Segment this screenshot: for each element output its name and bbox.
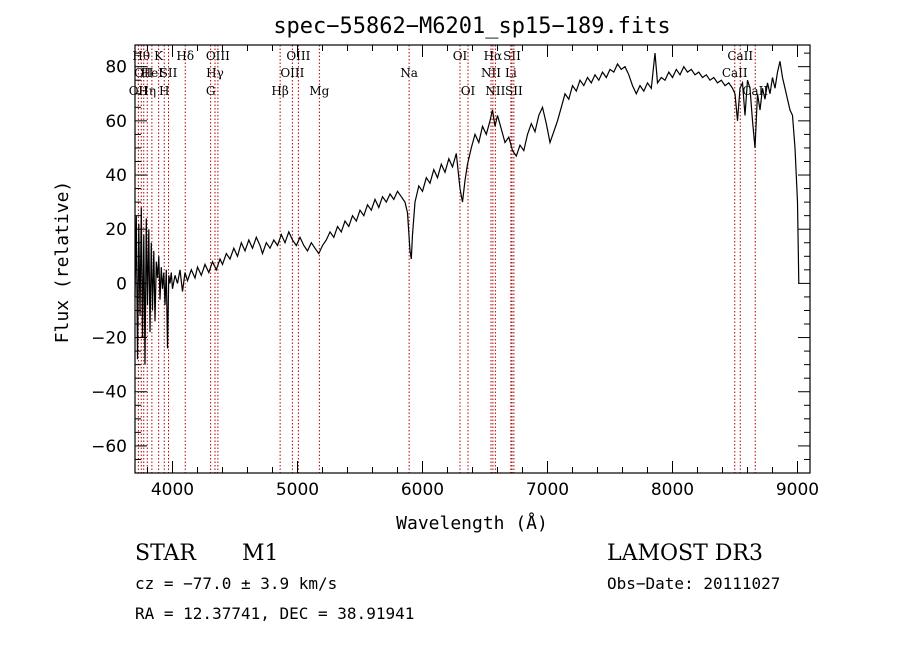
spectral-line-label: OIII <box>280 66 304 80</box>
y-tick-label: 40 <box>105 166 127 186</box>
spectral-line-label: SII <box>503 49 521 63</box>
spectral-line-label: Hγ <box>206 66 224 80</box>
y-tick-label: −40 <box>91 383 127 403</box>
x-axis-ticks: 4000 5000 6000 7000 8000 9000 <box>147 45 819 500</box>
y-axis-ticks: −60 −40 −20 0 20 40 60 80 <box>91 52 810 460</box>
x-tick-label: 6000 <box>401 480 444 500</box>
spectral-line-label: HeI <box>141 66 164 80</box>
x-tick-label: 4000 <box>151 480 194 500</box>
spectral-line-label: OIII <box>286 49 310 63</box>
spectral-line-label: H <box>159 84 169 98</box>
y-tick-label: 0 <box>116 274 127 294</box>
y-tick-label: −20 <box>91 329 127 349</box>
spectral-line-label: OII <box>134 66 154 80</box>
spectral-line-label: Hδ <box>176 49 194 63</box>
spectral-line-label: OI <box>461 84 476 98</box>
obs-date: Obs−Date: 20111027 <box>607 574 780 593</box>
spectral-line-label: NII <box>485 84 505 98</box>
coordinates: RA = 12.37741, DEC = 38.91941 <box>135 604 414 623</box>
spectral-line-label: SII <box>505 84 523 98</box>
chart-title: spec−55862−M6201_sp15−189.fits <box>273 14 670 39</box>
spectral-line-label: SII <box>160 66 178 80</box>
object-class: STAR <box>135 541 197 566</box>
x-tick-label: 7000 <box>526 480 569 500</box>
spectral-line-label: K <box>154 49 164 63</box>
plot-frame <box>134 44 811 474</box>
y-tick-label: 60 <box>105 112 127 132</box>
x-tick-label: 8000 <box>651 480 694 500</box>
spectral-line-label: NII <box>481 66 501 80</box>
x-tick-label: 5000 <box>276 480 319 500</box>
spectral-line-label: Li <box>505 66 517 80</box>
y-tick-label: −60 <box>91 437 127 457</box>
spectral-line-label: Hα <box>484 49 503 63</box>
spectral-line-label: Hθ <box>132 49 150 63</box>
spectral-line-label: Mg <box>309 84 329 98</box>
spectral-line-label: Hη <box>138 84 156 98</box>
spectral-line-label: CaII <box>722 66 748 80</box>
spectral-line-label: OI <box>453 49 468 63</box>
y-axis-label: Flux (relative) <box>52 181 73 344</box>
redshift-text: cz = −77.0 ± 3.9 km/s <box>135 574 337 593</box>
survey-name: LAMOST DR3 <box>607 541 763 566</box>
y-tick-label: 80 <box>105 58 127 78</box>
spectral-line-label: G <box>206 84 216 98</box>
object-subclass: M1 <box>242 541 279 566</box>
spectral-line-label: OIII <box>206 49 230 63</box>
spectral-line-label: CaII <box>727 49 753 63</box>
spectral-line-label: Na <box>400 66 418 80</box>
x-tick-label: 9000 <box>776 480 819 500</box>
y-tick-label: 20 <box>105 220 127 240</box>
spectrum-line <box>134 53 800 365</box>
x-axis-label: Wavelength (Å) <box>396 512 548 534</box>
spectral-line-label: Hβ <box>271 84 288 98</box>
